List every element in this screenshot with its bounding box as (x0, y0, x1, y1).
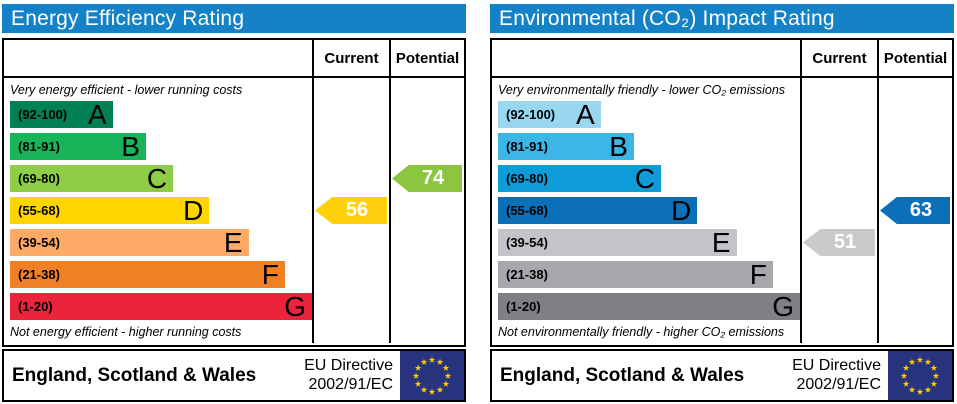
table-header-row: Current Potential (492, 40, 952, 78)
rating-band-d: (55-68) D (10, 195, 210, 226)
potential-rating-arrow: 63 (880, 197, 950, 224)
band-letter: E (223, 227, 243, 258)
rating-table: Current Potential Very environmentally f… (490, 38, 954, 347)
band-range-label: (69-80) (506, 171, 548, 186)
current-rating-value: 56 (345, 199, 369, 221)
band-range-label: (21-38) (506, 267, 548, 282)
bottom-caption: Not environmentally friendly - higher CO… (498, 324, 785, 339)
band-letter: F (749, 259, 767, 290)
potential-column-header: Potential (877, 40, 952, 76)
rating-band-d: (55-68) D (498, 195, 698, 226)
rating-band-a: (92-100) A (10, 99, 113, 130)
current-column-header: Current (800, 40, 877, 76)
potential-rating-arrow: 74 (392, 165, 462, 192)
empty-header-cell (4, 40, 312, 76)
empty-header-cell (492, 40, 800, 76)
current-value-cell: 51 (800, 78, 877, 343)
region-label: England, Scotland & Wales (500, 364, 745, 386)
band-range-label: (69-80) (18, 171, 60, 186)
bottom-caption: Not energy efficient - higher running co… (10, 324, 242, 339)
current-rating-value: 51 (833, 231, 857, 253)
band-range-label: (1-20) (506, 299, 541, 314)
band-letter: D (183, 195, 204, 226)
panel-title: Energy Efficiency Rating (2, 4, 466, 33)
eu-directive-label: EU Directive 2002/91/EC (304, 356, 393, 393)
rating-band-e: (39-54) E (498, 227, 737, 258)
rating-table: Current Potential Very energy efficient … (2, 38, 466, 347)
table-body-row: Very energy efficient - lower running co… (4, 78, 464, 343)
potential-rating-value: 74 (421, 167, 445, 189)
band-range-label: (55-68) (18, 203, 60, 218)
rating-bands: (92-100) A (81-91) B (69-80) C (55-68) D (10, 99, 312, 322)
panel-title: Environmental (CO₂) Impact Rating (490, 4, 954, 33)
band-letter: B (609, 131, 628, 162)
footer-bar: England, Scotland & Wales EU Directive 2… (2, 349, 466, 402)
eu-directive-label: EU Directive 2002/91/EC (792, 356, 881, 393)
current-value-cell: 56 (312, 78, 389, 343)
panel-energy-efficiency: Energy Efficiency Rating Current Potenti… (2, 4, 466, 402)
current-column-header: Current (312, 40, 389, 76)
band-range-label: (39-54) (506, 235, 548, 250)
rating-band-f: (21-38) F (498, 259, 773, 290)
band-letter: E (711, 227, 731, 258)
rating-band-b: (81-91) B (10, 131, 146, 162)
eu-flag-icon (888, 351, 952, 400)
band-letter: G (284, 291, 306, 322)
band-letter: C (634, 163, 656, 194)
potential-value-cell: 63 (877, 78, 952, 343)
table-header-row: Current Potential (4, 40, 464, 78)
band-letter: A (575, 99, 595, 130)
rating-band-b: (81-91) B (498, 131, 634, 162)
potential-value-cell: 74 (389, 78, 464, 343)
band-letter: F (261, 259, 279, 290)
eu-flag-icon (400, 351, 464, 400)
band-range-label: (81-91) (18, 139, 60, 154)
top-caption: Very environmentally friendly - lower CO… (498, 82, 786, 97)
band-chart-area: Very energy efficient - lower running co… (4, 78, 312, 343)
band-range-label: (81-91) (506, 139, 548, 154)
band-range-label: (55-68) (506, 203, 548, 218)
band-letter: C (146, 163, 168, 194)
current-rating-arrow: 56 (315, 197, 387, 224)
potential-rating-value: 63 (909, 199, 933, 221)
band-letter: G (772, 291, 794, 322)
rating-band-e: (39-54) E (10, 227, 249, 258)
band-letter: B (121, 131, 140, 162)
rating-band-f: (21-38) F (10, 259, 285, 290)
current-rating-arrow: 51 (803, 229, 875, 256)
table-body-row: Very environmentally friendly - lower CO… (492, 78, 952, 343)
potential-column-header: Potential (389, 40, 464, 76)
band-range-label: (39-54) (18, 235, 60, 250)
band-range-label: (1-20) (18, 299, 53, 314)
rating-band-g: (1-20) G (498, 291, 800, 322)
band-chart-area: Very environmentally friendly - lower CO… (492, 78, 800, 343)
rating-band-c: (69-80) C (498, 163, 662, 194)
band-range-label: (92-100) (18, 107, 68, 122)
band-letter: D (671, 195, 692, 226)
panel-co2-impact: Environmental (CO₂) Impact Rating Curren… (490, 4, 954, 402)
top-caption: Very energy efficient - lower running co… (10, 82, 243, 97)
band-range-label: (21-38) (18, 267, 60, 282)
region-label: England, Scotland & Wales (12, 364, 257, 386)
footer-bar: England, Scotland & Wales EU Directive 2… (490, 349, 954, 402)
rating-band-g: (1-20) G (10, 291, 312, 322)
rating-band-c: (69-80) C (10, 163, 174, 194)
band-range-label: (92-100) (506, 107, 556, 122)
band-letter: A (87, 99, 107, 130)
rating-band-a: (92-100) A (498, 99, 601, 130)
rating-bands: (92-100) A (81-91) B (69-80) C (55-68) D (498, 99, 800, 322)
